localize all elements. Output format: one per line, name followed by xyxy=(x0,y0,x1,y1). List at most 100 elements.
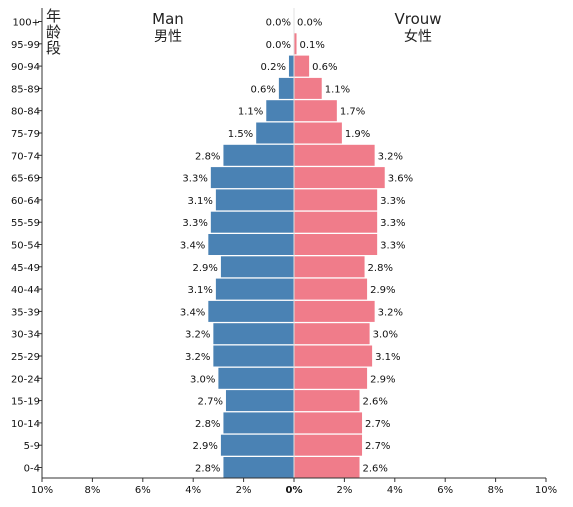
right-title-zh: 女性 xyxy=(404,29,432,45)
x-tick-label: 6% xyxy=(135,485,151,496)
x-tick-label: 8% xyxy=(84,485,100,496)
bar-male xyxy=(225,390,294,412)
right-title: Vrouw 女性 xyxy=(383,10,453,46)
y-tick-label: 30-34 xyxy=(11,330,40,341)
y-tick-label: 15-19 xyxy=(11,397,40,408)
x-tick-label: 0% xyxy=(286,485,303,496)
y-tick-label: 75-79 xyxy=(11,129,40,140)
data-label-female: 3.2% xyxy=(378,307,403,318)
data-label-male: 0.6% xyxy=(250,84,275,95)
bar-male xyxy=(215,189,294,211)
left-title-zh: 男性 xyxy=(154,29,182,45)
y-axis-label: 年龄段 xyxy=(46,7,62,57)
y-tick-label: 50-54 xyxy=(11,241,40,252)
bar-female xyxy=(294,144,375,166)
y-tick-label: 60-64 xyxy=(11,196,40,207)
bar-male xyxy=(208,300,294,322)
bar-male xyxy=(223,457,294,478)
bar-male xyxy=(213,323,294,345)
y-tick-label: 35-39 xyxy=(11,307,40,318)
data-label-female: 1.7% xyxy=(340,107,365,118)
data-label-female: 3.3% xyxy=(380,241,405,252)
bar-male xyxy=(218,367,294,389)
bar-male xyxy=(215,278,294,300)
bar-female xyxy=(294,434,363,456)
data-label-male: 2.9% xyxy=(193,263,218,274)
data-label-male: 1.5% xyxy=(228,129,253,140)
data-label-female: 2.7% xyxy=(365,419,390,430)
bar-female xyxy=(294,100,337,122)
x-tick-label: 8% xyxy=(488,485,504,496)
data-label-male: 3.2% xyxy=(185,352,210,363)
y-tick-label: 90-94 xyxy=(11,62,40,73)
bar-female xyxy=(294,345,373,367)
x-tick-label: 10% xyxy=(31,485,53,496)
data-label-female: 0.0% xyxy=(297,18,322,29)
y-tick-label: 65-69 xyxy=(11,174,40,185)
x-tick-label: 2% xyxy=(236,485,252,496)
data-label-female: 3.2% xyxy=(378,151,403,162)
bar-female xyxy=(294,167,385,189)
y-tick-label: 95-99 xyxy=(11,40,40,51)
bar-male xyxy=(210,167,294,189)
y-tick-label: 10-14 xyxy=(11,419,40,430)
bar-female xyxy=(294,211,378,233)
data-label-female: 3.0% xyxy=(373,330,398,341)
data-label-male: 3.4% xyxy=(180,241,205,252)
bar-male xyxy=(223,412,294,434)
y-tick-label: 25-29 xyxy=(11,352,40,363)
bar-female xyxy=(294,412,363,434)
data-label-male: 3.2% xyxy=(185,330,210,341)
y-tick-label: 5-9 xyxy=(24,441,40,452)
data-label-female: 0.1% xyxy=(300,40,325,51)
bar-male xyxy=(256,122,294,144)
bar-female xyxy=(294,278,368,300)
x-tick-label: 4% xyxy=(185,485,201,496)
y-tick-label: 20-24 xyxy=(11,374,40,385)
bar-male xyxy=(278,77,294,99)
x-tick-label: 6% xyxy=(437,485,453,496)
data-label-female: 3.6% xyxy=(388,174,413,185)
data-label-male: 3.1% xyxy=(187,285,212,296)
data-label-male: 3.3% xyxy=(182,174,207,185)
data-label-male: 0.0% xyxy=(266,40,291,51)
bar-male xyxy=(220,256,294,278)
data-label-female: 2.9% xyxy=(370,285,395,296)
bar-male xyxy=(208,234,294,255)
data-label-female: 2.9% xyxy=(370,374,395,385)
left-title: Man 男性 xyxy=(138,10,198,46)
bar-female xyxy=(294,300,375,322)
y-tick-label: 0-4 xyxy=(24,464,40,475)
y-tick-label: 100+ xyxy=(13,18,40,29)
data-label-male: 3.4% xyxy=(180,307,205,318)
bar-female xyxy=(294,189,378,211)
bar-female xyxy=(294,122,342,144)
y-tick-label: 85-89 xyxy=(11,84,40,95)
bar-female xyxy=(294,55,310,77)
data-label-female: 2.7% xyxy=(365,441,390,452)
data-label-male: 3.3% xyxy=(182,218,207,229)
data-label-male: 2.8% xyxy=(195,419,220,430)
data-label-female: 3.1% xyxy=(375,352,400,363)
x-tick-label: 10% xyxy=(535,485,557,496)
bar-female xyxy=(294,367,368,389)
data-label-male: 3.1% xyxy=(187,196,212,207)
bar-male xyxy=(220,434,294,456)
data-label-female: 2.8% xyxy=(368,263,393,274)
bar-female xyxy=(294,77,322,99)
left-title-en: Man xyxy=(152,10,184,28)
y-tick-label: 80-84 xyxy=(11,107,40,118)
data-label-female: 1.1% xyxy=(325,84,350,95)
y-tick-label: 45-49 xyxy=(11,263,40,274)
data-label-female: 1.9% xyxy=(345,129,370,140)
bar-female xyxy=(294,457,360,478)
data-label-male: 2.7% xyxy=(198,397,223,408)
bar-female xyxy=(294,323,370,345)
bar-male xyxy=(266,100,294,122)
bar-female xyxy=(294,234,378,255)
data-label-female: 2.6% xyxy=(363,464,388,475)
bar-male xyxy=(213,345,294,367)
data-label-male: 2.8% xyxy=(195,151,220,162)
data-label-male: 0.0% xyxy=(266,18,291,29)
